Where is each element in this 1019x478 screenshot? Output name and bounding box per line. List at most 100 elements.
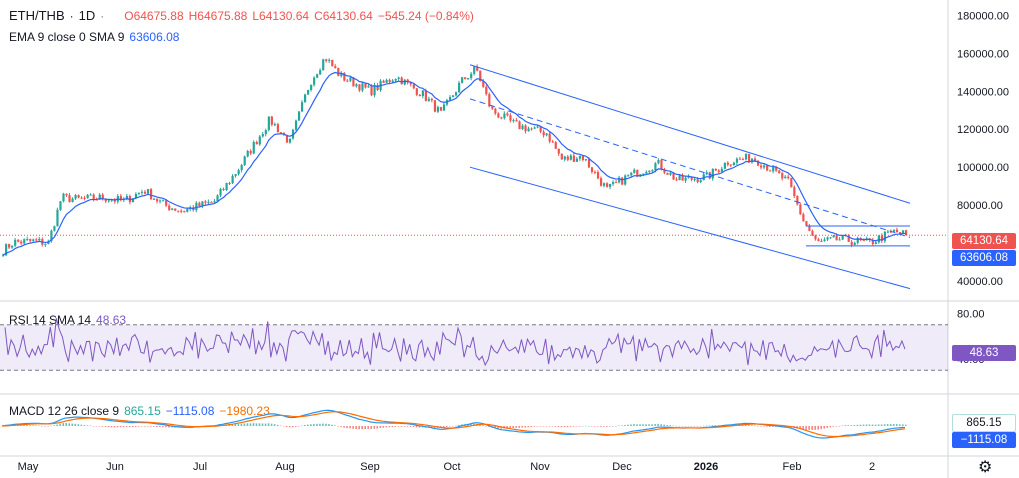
legend-rsi[interactable]: RSI 14 SMA 14 48.63 bbox=[9, 313, 131, 327]
candle-body bbox=[901, 230, 905, 234]
candle-body bbox=[708, 172, 711, 179]
candle-body bbox=[458, 82, 461, 93]
macd-histogram-bar bbox=[412, 426, 415, 428]
candle-body bbox=[433, 100, 437, 112]
candle-body bbox=[699, 180, 702, 183]
candle-body bbox=[267, 116, 270, 131]
macd-histogram-bar bbox=[89, 425, 92, 427]
macd-histogram-bar bbox=[279, 425, 282, 427]
macd-histogram-bar bbox=[575, 426, 578, 427]
candle-body bbox=[572, 155, 575, 162]
candle-body bbox=[551, 141, 554, 143]
candle-body bbox=[334, 66, 337, 68]
candle-body bbox=[675, 179, 678, 181]
macd-histogram-bar bbox=[645, 424, 647, 426]
macd-histogram-bar bbox=[717, 425, 720, 426]
macd-histogram-bar bbox=[868, 424, 871, 426]
macd-histogram-bar bbox=[159, 426, 161, 428]
y-tick-label: 180000.00 bbox=[957, 10, 1009, 22]
macd-histogram-bar bbox=[663, 424, 665, 426]
macd-histogram-bar bbox=[98, 426, 101, 427]
candle-body bbox=[642, 173, 645, 175]
macd-histogram-bar bbox=[231, 424, 234, 426]
candle-body bbox=[811, 230, 814, 236]
candle-body bbox=[621, 177, 624, 185]
candle-body bbox=[772, 166, 775, 172]
candle-body bbox=[687, 176, 690, 178]
candle-body bbox=[829, 237, 832, 239]
legend-macd[interactable]: MACD 12 26 close 9 865.15 −1115.08 −1980.23 bbox=[9, 404, 275, 418]
signal-price-label: −1115.08 bbox=[952, 432, 1016, 448]
candle-body bbox=[110, 199, 113, 201]
candle-body bbox=[252, 142, 255, 154]
x-tick-label: Jul bbox=[193, 461, 207, 473]
macd-histogram-bar bbox=[690, 426, 693, 427]
symbol-label[interactable]: ETH/THB bbox=[9, 8, 65, 23]
macd-histogram-bar bbox=[766, 426, 768, 427]
candle-body bbox=[213, 201, 216, 203]
interval-label[interactable]: 1D bbox=[78, 8, 96, 23]
macd-histogram-bar bbox=[304, 424, 306, 426]
candle-body bbox=[518, 121, 521, 130]
candle-body bbox=[11, 245, 14, 248]
candle-body bbox=[548, 133, 551, 142]
macd-histogram-bar bbox=[569, 426, 572, 427]
more-dots-icon[interactable]: · bbox=[100, 9, 105, 23]
candle-body bbox=[880, 235, 884, 241]
macd-histogram-bar bbox=[41, 425, 43, 427]
macd-histogram-bar bbox=[391, 426, 394, 428]
macd-histogram-bar bbox=[77, 424, 80, 426]
candle-body bbox=[467, 78, 470, 80]
macd-histogram-bar bbox=[322, 423, 324, 426]
macd-histogram-bar bbox=[581, 425, 584, 427]
candle-body bbox=[678, 175, 681, 181]
candle-body bbox=[904, 230, 908, 236]
legend-ma[interactable]: EMA 9 close 0 SMA 9 63606.08 bbox=[9, 30, 184, 44]
candle-body bbox=[436, 107, 440, 112]
macd-histogram-bar bbox=[814, 426, 816, 430]
candle-body bbox=[509, 115, 512, 121]
candle-body bbox=[340, 72, 343, 77]
candle-body bbox=[26, 239, 29, 241]
candle-body bbox=[778, 170, 781, 174]
macd-histogram-bar bbox=[237, 423, 240, 426]
candle-body bbox=[693, 179, 696, 181]
x-tick-label: Dec bbox=[612, 461, 632, 473]
candle-body bbox=[231, 175, 234, 184]
macd-histogram-bar bbox=[853, 425, 856, 426]
candle-body bbox=[633, 169, 636, 173]
candle-body bbox=[415, 88, 418, 95]
macd-histogram-bar bbox=[382, 426, 385, 428]
candle-body bbox=[430, 98, 434, 101]
ma-label: EMA 9 close 0 SMA 9 bbox=[9, 30, 125, 44]
candle-body bbox=[874, 242, 877, 245]
macd-histogram-bar bbox=[451, 426, 454, 427]
macd-histogram-bar bbox=[65, 422, 68, 426]
candle-body bbox=[823, 239, 826, 241]
candle-body bbox=[503, 113, 506, 119]
macd-histogram-bar bbox=[693, 426, 696, 427]
candle-body bbox=[201, 201, 204, 207]
candle-body bbox=[766, 165, 769, 171]
gear-icon[interactable]: ⚙ bbox=[978, 459, 993, 476]
candle-body bbox=[20, 241, 23, 244]
macd-label: MACD 12 26 close 9 bbox=[9, 404, 120, 418]
candle-body bbox=[723, 162, 726, 169]
macd-histogram-bar bbox=[488, 426, 490, 427]
candle-body bbox=[606, 183, 609, 187]
macd-histogram-bar bbox=[26, 425, 28, 426]
candle-body bbox=[871, 239, 874, 245]
candle-body bbox=[497, 113, 500, 118]
macd-histogram-bar bbox=[702, 425, 705, 427]
candle-body bbox=[119, 196, 122, 201]
change-value: −545.24 (−0.84%) bbox=[377, 9, 474, 23]
candle-body bbox=[355, 84, 358, 87]
macd-histogram-bar bbox=[675, 425, 678, 427]
candle-body bbox=[237, 170, 240, 175]
macd-histogram-bar bbox=[400, 426, 403, 427]
macd-histogram-bar bbox=[847, 425, 850, 426]
candle-body bbox=[83, 197, 86, 199]
candle-body bbox=[219, 188, 222, 196]
macd-histogram-bar bbox=[859, 424, 862, 426]
